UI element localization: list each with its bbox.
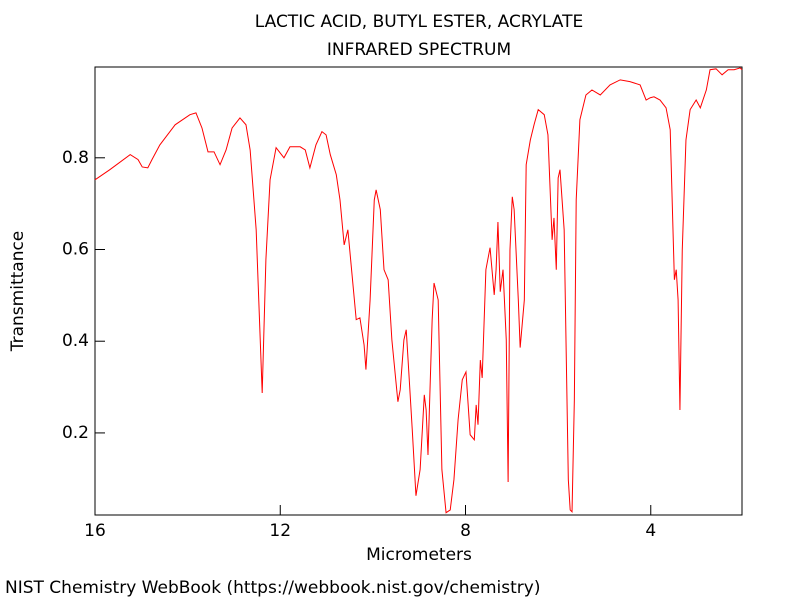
x-tick-label: 12 bbox=[269, 521, 291, 541]
plot-frame bbox=[94, 66, 743, 516]
source-note: NIST Chemistry WebBook (https://webbook.… bbox=[5, 578, 540, 598]
x-tick-label: 4 bbox=[645, 521, 656, 541]
y-tick-label: 0.6 bbox=[62, 240, 89, 260]
x-tick-label: 8 bbox=[460, 521, 471, 541]
x-axis-label: Micrometers bbox=[366, 545, 472, 565]
x-tick-label: 16 bbox=[84, 521, 106, 541]
y-axis-label: Transmittance bbox=[8, 231, 28, 353]
y-tick-label: 0.8 bbox=[62, 148, 89, 168]
y-tick-label: 0.4 bbox=[62, 331, 89, 351]
y-tick-label: 0.2 bbox=[62, 423, 89, 443]
spectrum-line bbox=[94, 67, 743, 514]
chart-title: LACTIC ACID, BUTYL ESTER, ACRYLATE bbox=[255, 12, 583, 32]
chart-subtitle: INFRARED SPECTRUM bbox=[327, 40, 511, 60]
